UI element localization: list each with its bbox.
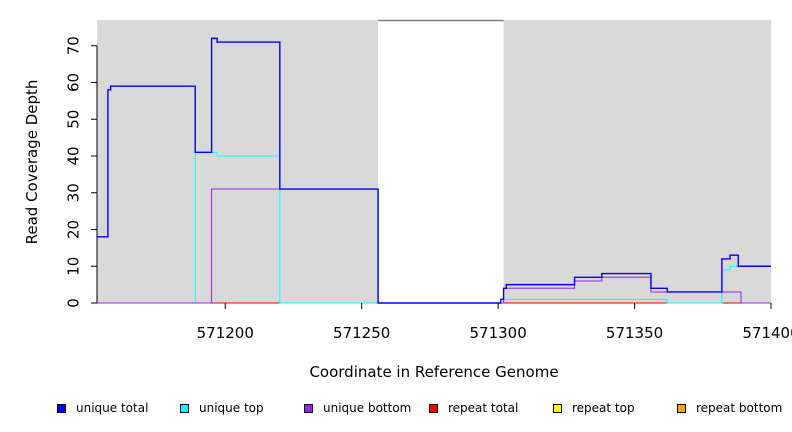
legend-swatch (429, 403, 438, 413)
legend-swatch (57, 403, 66, 413)
axes: 0 10 20 30 40 50 60 70 571200 571250 571300 571350 5… (65, 36, 792, 342)
legend-item-repeat-top: repeat top (553, 400, 635, 416)
legend-label: repeat top (572, 401, 635, 415)
y-tick-label: 70 (65, 36, 83, 55)
y-tick-label: 60 (65, 73, 83, 92)
legend-item-unique-top: unique top (180, 400, 264, 416)
legend: unique total unique top unique bottom repea… (0, 400, 792, 418)
y-axis-title: Read Coverage Depth (23, 80, 41, 245)
y-tick-label: 50 (65, 110, 83, 129)
legend-label: unique top (199, 401, 264, 415)
y-tick-label: 10 (65, 257, 83, 276)
unmasked-region (378, 21, 504, 303)
series-layer (97, 37, 771, 304)
x-tick-label: 571200 (197, 324, 254, 342)
legend-item-repeat-bottom: repeat bottom (677, 400, 782, 416)
coverage-chart: 0 10 20 30 40 50 60 70 571200 571250 571300 571350 5… (23, 19, 792, 381)
x-axis-title: Coordinate in Reference Genome (309, 363, 558, 381)
legend-item-unique-bottom: unique bottom (304, 400, 411, 416)
legend-swatch (180, 403, 189, 413)
legend-swatch (304, 403, 313, 413)
legend-item-unique-total: unique total (57, 400, 148, 416)
unique-total-series (97, 37, 771, 304)
legend-swatch (553, 403, 562, 413)
y-tick-label: 20 (65, 220, 83, 239)
y-tick-label: 0 (65, 298, 83, 308)
x-tick-label: 571250 (333, 324, 390, 342)
legend-swatch (677, 403, 686, 413)
x-tick-label: 571350 (606, 324, 663, 342)
x-tick-label: 571300 (469, 324, 526, 342)
y-tick-label: 30 (65, 183, 83, 202)
x-tick-label: 571400 (742, 324, 792, 342)
legend-label: repeat total (448, 401, 519, 415)
y-tick-label: 40 (65, 146, 83, 165)
legend-item-repeat-total: repeat total (429, 400, 518, 416)
plot-panel (97, 19, 771, 303)
legend-label: unique bottom (323, 401, 412, 415)
legend-label: repeat bottom (696, 401, 783, 415)
legend-label: unique total (76, 401, 149, 415)
